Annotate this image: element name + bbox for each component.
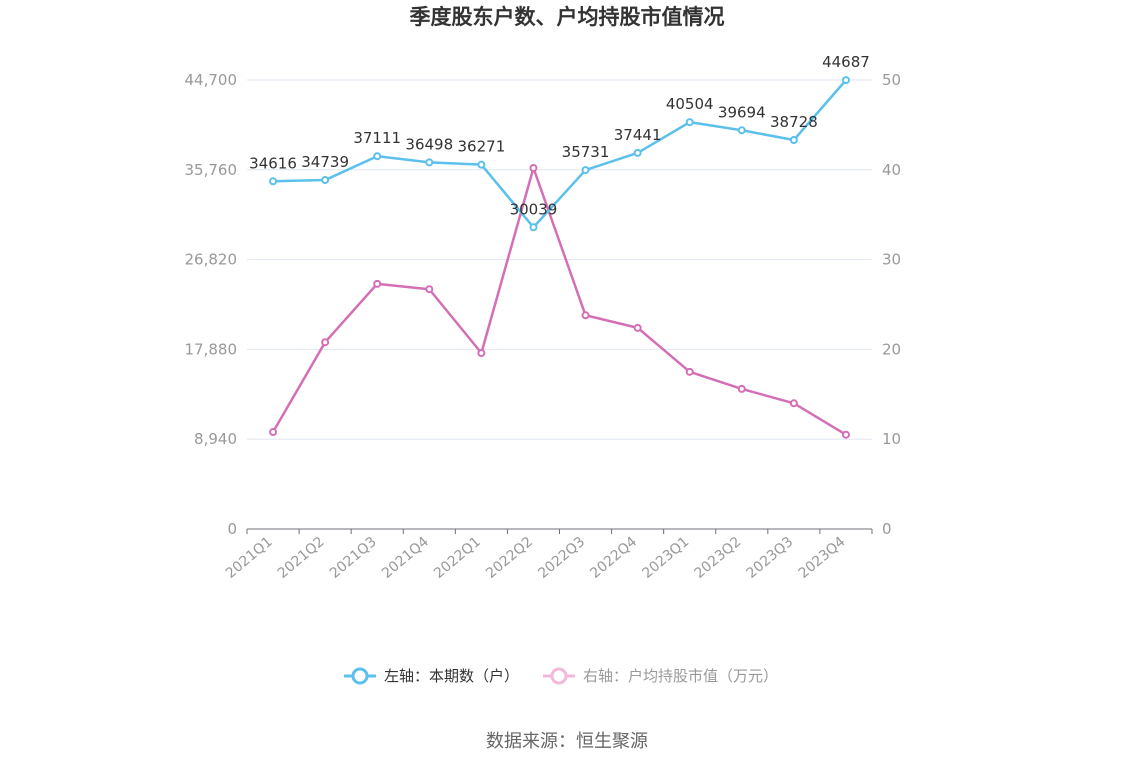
- x-tick-label: 2023Q3: [744, 534, 797, 582]
- right-tick-label: 20: [882, 340, 901, 358]
- point-left[interactable]: [581, 166, 590, 175]
- x-tick-label: 2022Q4: [587, 534, 640, 582]
- point-right[interactable]: [581, 311, 590, 320]
- x-tick-label: 2021Q3: [327, 534, 380, 582]
- series-layer: [269, 76, 850, 439]
- data-label: 35731: [562, 143, 610, 161]
- point-left[interactable]: [425, 158, 434, 167]
- left-axis-ticks: 0 8,940 17,880 26,820 35,760 44,700: [185, 71, 238, 538]
- point-left[interactable]: [269, 177, 278, 186]
- legend[interactable]: 左轴：本期数（户） 右轴：户均持股市值（万元）: [344, 667, 778, 685]
- x-tick-label: 2022Q3: [535, 534, 588, 582]
- x-tick-label: 2021Q2: [275, 534, 328, 582]
- x-tick-label: 2023Q4: [796, 534, 849, 582]
- point-left[interactable]: [789, 135, 798, 144]
- left-tick-label: 26,820: [185, 251, 238, 269]
- left-tick-label: 8,940: [194, 430, 237, 448]
- x-tick-label: 2021Q4: [379, 534, 432, 582]
- point-right[interactable]: [789, 399, 798, 408]
- point-right[interactable]: [477, 348, 486, 357]
- source-note: 数据来源：恒生聚源: [486, 731, 648, 752]
- left-tick-label: 44,700: [185, 71, 238, 89]
- x-axis-ticks: 2021Q1 2021Q2 2021Q3 2021Q4 2022Q1 2022Q2 2022…: [223, 534, 849, 582]
- point-left[interactable]: [633, 148, 642, 157]
- x-tick-label: 2023Q1: [639, 534, 692, 582]
- grid-lines: [247, 79, 872, 440]
- right-tick-label: 10: [882, 430, 901, 448]
- left-tick-label: 0: [227, 520, 237, 538]
- data-label: 39694: [718, 103, 766, 121]
- left-tick-label: 17,880: [185, 340, 238, 358]
- right-axis-ticks: 0 10 20 30 40 50: [882, 71, 901, 538]
- series-line-right: [271, 166, 847, 436]
- point-right[interactable]: [269, 428, 278, 437]
- point-right[interactable]: [529, 164, 538, 173]
- data-label: 37111: [353, 129, 401, 147]
- point-left[interactable]: [529, 223, 538, 232]
- data-label: 44687: [822, 53, 870, 71]
- legend-swatch-marker-right: [550, 667, 568, 685]
- axes: [246, 528, 873, 534]
- x-tick-label: 2022Q1: [431, 534, 484, 582]
- x-tick-label: 2022Q2: [483, 534, 536, 582]
- point-right[interactable]: [841, 430, 850, 439]
- data-label: 38728: [770, 113, 818, 131]
- point-left[interactable]: [685, 118, 694, 127]
- legend-label-left: 左轴：本期数（户）: [384, 667, 519, 685]
- data-label: 37441: [614, 126, 662, 144]
- point-left[interactable]: [477, 160, 486, 169]
- point-left[interactable]: [841, 76, 850, 85]
- point-left[interactable]: [737, 126, 746, 135]
- point-right[interactable]: [321, 338, 330, 347]
- legend-label-right: 右轴：户均持股市值（万元）: [583, 667, 778, 685]
- x-tick-label: 2021Q1: [223, 534, 276, 582]
- data-label: 34616: [249, 154, 297, 172]
- data-label: 40504: [666, 95, 714, 113]
- point-left[interactable]: [321, 176, 330, 185]
- legend-item-right-series[interactable]: 右轴：户均持股市值（万元）: [543, 667, 778, 685]
- data-label: 30039: [510, 200, 558, 218]
- chart-title: 季度股东户数、户均持股市值情况: [410, 5, 725, 29]
- point-right[interactable]: [425, 285, 434, 294]
- right-tick-label: 40: [882, 161, 901, 179]
- point-right[interactable]: [633, 323, 642, 332]
- point-right[interactable]: [737, 384, 746, 393]
- legend-swatch-marker-left: [351, 667, 369, 685]
- data-label: 36271: [458, 138, 506, 156]
- data-label: 34739: [301, 153, 349, 171]
- right-tick-label: 30: [882, 251, 901, 269]
- series-line-left: [273, 79, 847, 229]
- point-right[interactable]: [685, 367, 694, 376]
- legend-item-left-series[interactable]: 左轴：本期数（户）: [344, 667, 519, 685]
- point-left[interactable]: [373, 152, 382, 161]
- right-tick-label: 0: [882, 520, 892, 538]
- x-tick-label: 2023Q2: [692, 534, 745, 582]
- data-label: 36498: [405, 135, 453, 153]
- right-tick-label: 50: [882, 71, 901, 89]
- left-tick-label: 35,760: [185, 161, 238, 179]
- point-right[interactable]: [373, 279, 382, 288]
